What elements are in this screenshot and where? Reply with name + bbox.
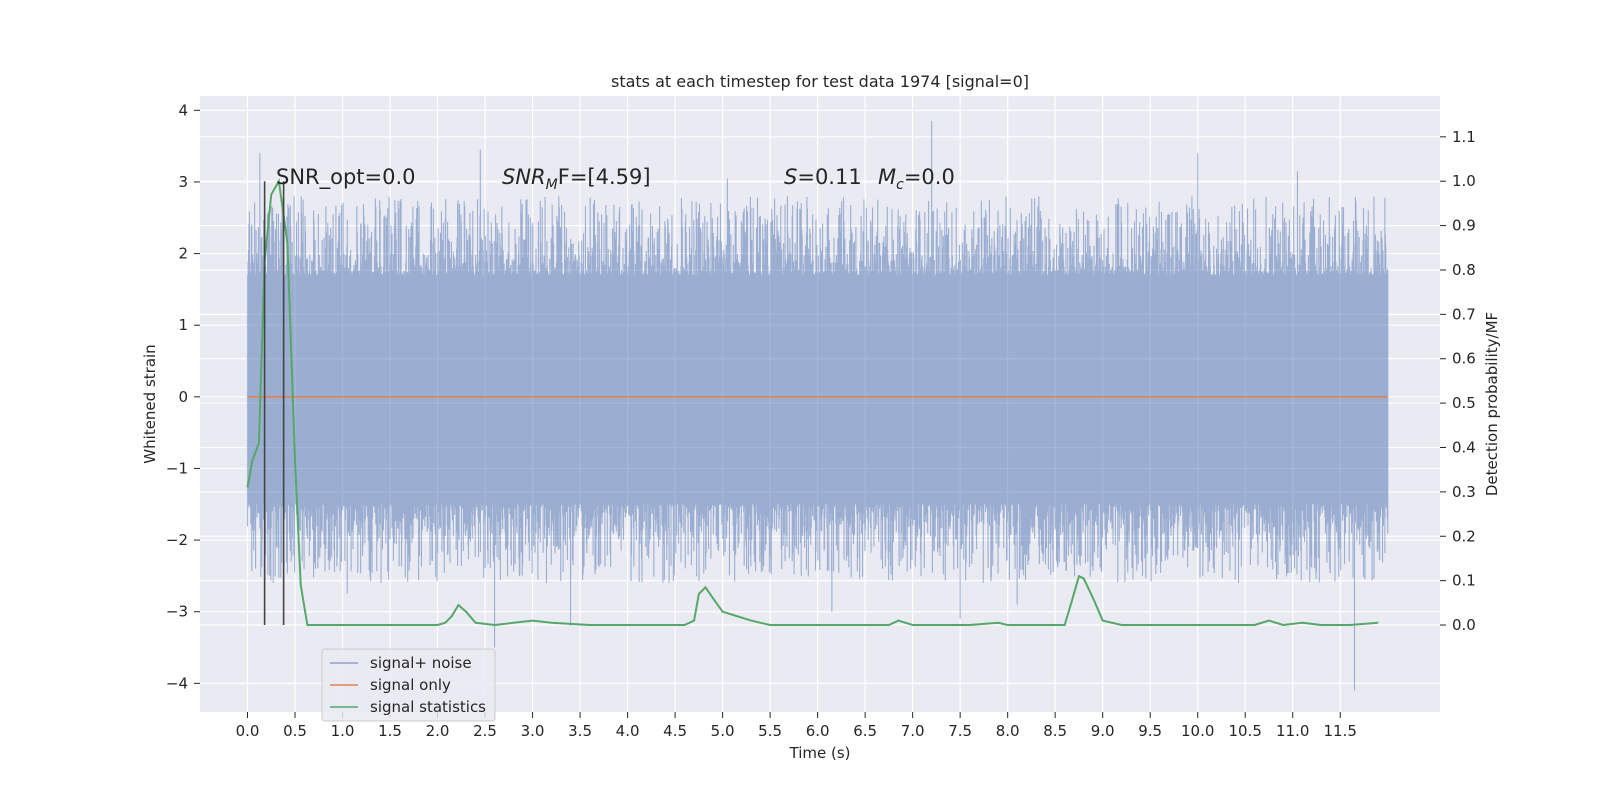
y-tick-label: −1 xyxy=(166,459,188,477)
x-tick-label: 8.0 xyxy=(996,722,1020,740)
marker-lines xyxy=(263,181,285,626)
x-tick-label: 4.5 xyxy=(663,722,687,740)
x-tick-label: 5.5 xyxy=(758,722,782,740)
y-tick-label: −2 xyxy=(166,531,188,549)
legend-label-signal-only: signal only xyxy=(370,676,451,694)
y2-tick-label: 1.1 xyxy=(1452,128,1476,146)
series-signal-noise xyxy=(246,121,1389,691)
y-tick-label: 2 xyxy=(178,245,188,263)
x-tick-label: 2.5 xyxy=(473,722,497,740)
y2-axis-label: Detection probability/MF xyxy=(1483,312,1501,496)
y2-tick-label: 0.5 xyxy=(1452,394,1476,412)
y2-tick-label: 1.0 xyxy=(1452,172,1476,190)
y-tick-label: 0 xyxy=(178,388,188,406)
legend-label-signal-noise: signal+ noise xyxy=(370,654,472,672)
y2-tick-label: 0.7 xyxy=(1452,305,1476,323)
y-tick-label: −3 xyxy=(166,603,188,621)
x-tick-label: 3.0 xyxy=(521,722,545,740)
legend: signal+ noise signal only signal statist… xyxy=(321,648,496,722)
y2-tick-label: 0.3 xyxy=(1452,483,1476,501)
annotations: SNR_opt=0.0 SNRMF=[4.59] S=0.11 Mc=0.0 xyxy=(276,165,955,193)
x-tick-label: 3.5 xyxy=(568,722,592,740)
y-tick-label: −4 xyxy=(166,674,188,692)
x-tick-label: 7.0 xyxy=(901,722,925,740)
x-tick-label: 9.5 xyxy=(1138,722,1162,740)
x-tick-label: 9.0 xyxy=(1091,722,1115,740)
noise-trace xyxy=(246,121,1389,691)
x-axis-label: Time (s) xyxy=(789,744,851,762)
x-tick-label: 6.5 xyxy=(853,722,877,740)
x-tick-label: 8.5 xyxy=(1043,722,1067,740)
annotation-mc: Mc=0.0 xyxy=(878,165,955,193)
y2-tick-label: 0.0 xyxy=(1452,616,1476,634)
y2-axis-ticks: 0.0 0.1 0.2 0.3 0.4 0.5 0.6 0.7 0.8 0.9 1.0 1.1 xyxy=(1440,128,1476,634)
y-axis-ticks: −4 −3 −2 −1 0 1 2 3 4 xyxy=(166,101,200,692)
y2-tick-label: 0.2 xyxy=(1452,527,1476,545)
x-tick-label: 5.0 xyxy=(711,722,735,740)
x-axis-ticks: 0.0 0.5 1.0 1.5 2.0 2.5 3.0 3.5 4.0 4.5 5.0 5.5 6.0 6… xyxy=(236,712,1357,740)
annotation-snr-mf: SNRMF=[4.59] xyxy=(502,165,651,193)
legend-box xyxy=(321,648,496,722)
annotation-s: S=0.11 xyxy=(784,165,862,189)
signal-statistics-line xyxy=(246,178,1379,627)
x-tick-label: 1.5 xyxy=(378,722,402,740)
y2-tick-label: 0.9 xyxy=(1452,217,1476,235)
x-tick-label: 11.0 xyxy=(1276,722,1309,740)
x-tick-label: 11.5 xyxy=(1324,722,1357,740)
x-tick-label: 10.0 xyxy=(1181,722,1214,740)
y2-tick-label: 0.1 xyxy=(1452,572,1476,590)
x-tick-label: 6.0 xyxy=(806,722,830,740)
annotation-snr-opt: SNR_opt=0.0 xyxy=(276,165,416,190)
x-tick-label: 0.5 xyxy=(283,722,307,740)
legend-label-signal-statistics: signal statistics xyxy=(370,698,486,716)
y2-tick-label: 0.6 xyxy=(1452,350,1476,368)
x-tick-label: 2.0 xyxy=(426,722,450,740)
y-tick-label: 1 xyxy=(178,316,188,334)
y2-tick-label: 0.8 xyxy=(1452,261,1476,279)
x-tick-label: 4.0 xyxy=(616,722,640,740)
x-tick-label: 0.0 xyxy=(236,722,260,740)
x-tick-label: 1.0 xyxy=(331,722,355,740)
y-tick-label: 4 xyxy=(178,101,188,119)
chart-title: stats at each timestep for test data 197… xyxy=(611,72,1029,91)
y-tick-label: 3 xyxy=(178,173,188,191)
x-tick-label: 7.5 xyxy=(948,722,972,740)
series-signal-statistics xyxy=(246,178,1379,627)
x-tick-label: 10.5 xyxy=(1229,722,1262,740)
y2-tick-label: 0.4 xyxy=(1452,438,1476,456)
y-axis-label: Whitened strain xyxy=(141,344,159,463)
